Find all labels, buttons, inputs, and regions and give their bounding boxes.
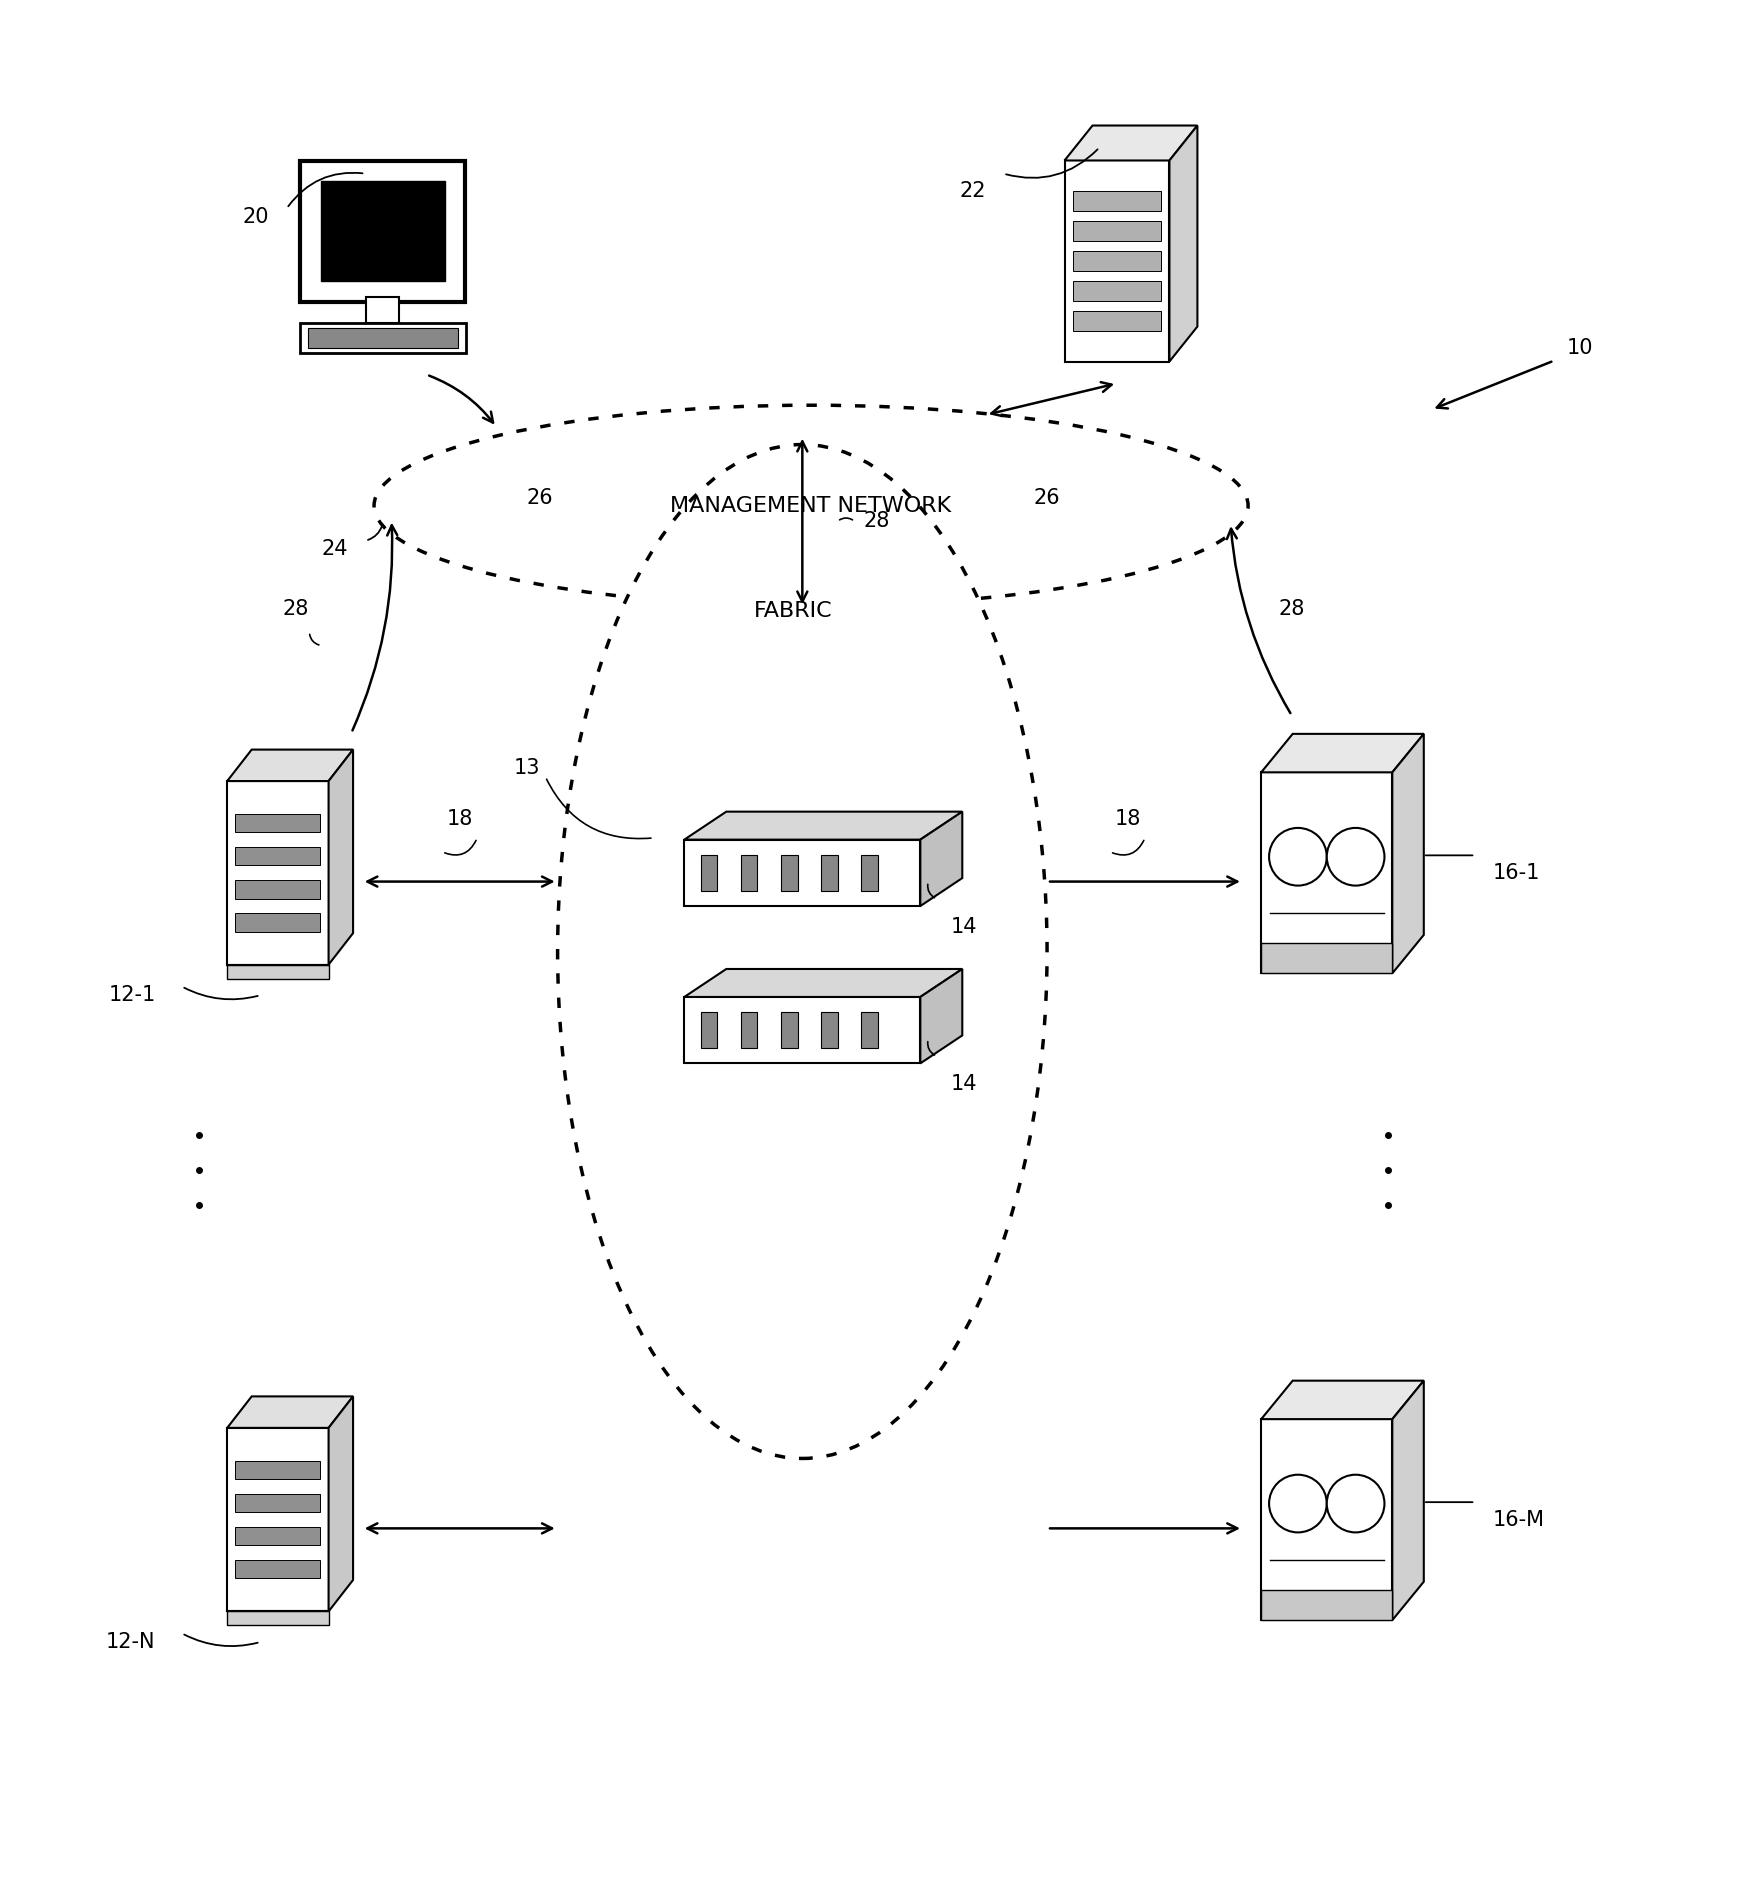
FancyBboxPatch shape (236, 1560, 321, 1578)
Polygon shape (1262, 1382, 1424, 1420)
FancyBboxPatch shape (1073, 282, 1161, 301)
FancyBboxPatch shape (236, 814, 321, 832)
FancyBboxPatch shape (742, 854, 758, 891)
FancyBboxPatch shape (236, 1494, 321, 1513)
Text: FABRIC: FABRIC (754, 601, 833, 620)
FancyBboxPatch shape (684, 839, 920, 906)
Text: 18: 18 (446, 809, 472, 830)
Text: 12-N: 12-N (106, 1633, 155, 1652)
FancyBboxPatch shape (742, 1012, 758, 1049)
Polygon shape (328, 1397, 352, 1612)
FancyBboxPatch shape (1064, 160, 1170, 362)
Circle shape (1327, 1475, 1385, 1532)
Text: 22: 22 (959, 181, 987, 202)
FancyBboxPatch shape (300, 324, 465, 352)
FancyBboxPatch shape (1262, 1591, 1392, 1619)
Circle shape (1327, 828, 1385, 885)
FancyBboxPatch shape (308, 327, 458, 348)
FancyBboxPatch shape (227, 1427, 328, 1612)
Ellipse shape (557, 445, 1047, 1458)
Ellipse shape (374, 405, 1247, 607)
FancyBboxPatch shape (1073, 312, 1161, 331)
FancyBboxPatch shape (862, 854, 877, 891)
FancyBboxPatch shape (300, 160, 465, 303)
FancyBboxPatch shape (684, 997, 920, 1064)
FancyBboxPatch shape (227, 780, 328, 965)
Circle shape (1269, 1475, 1327, 1532)
FancyBboxPatch shape (1073, 251, 1161, 270)
Text: 28: 28 (282, 599, 308, 618)
FancyBboxPatch shape (1262, 944, 1392, 972)
Text: 16-1: 16-1 (1492, 862, 1540, 883)
FancyBboxPatch shape (227, 1612, 328, 1625)
FancyBboxPatch shape (1073, 190, 1161, 211)
Text: MANAGEMENT NETWORK: MANAGEMENT NETWORK (671, 497, 951, 516)
Text: 16-M: 16-M (1492, 1509, 1545, 1530)
Polygon shape (1392, 735, 1424, 972)
FancyBboxPatch shape (1073, 221, 1161, 242)
Text: 28: 28 (863, 512, 890, 531)
Polygon shape (1170, 126, 1198, 362)
Polygon shape (920, 813, 962, 906)
FancyBboxPatch shape (1262, 773, 1392, 972)
Polygon shape (684, 813, 962, 839)
Text: 28: 28 (1279, 599, 1306, 618)
FancyBboxPatch shape (821, 1012, 837, 1049)
Text: 10: 10 (1566, 339, 1593, 358)
FancyBboxPatch shape (701, 854, 717, 891)
Text: 24: 24 (321, 539, 347, 559)
Polygon shape (1262, 735, 1424, 773)
FancyBboxPatch shape (227, 965, 328, 978)
FancyBboxPatch shape (366, 297, 400, 324)
Text: 14: 14 (951, 1073, 978, 1094)
Text: 20: 20 (243, 207, 270, 226)
FancyBboxPatch shape (236, 847, 321, 866)
FancyBboxPatch shape (236, 913, 321, 932)
FancyBboxPatch shape (701, 1012, 717, 1049)
FancyBboxPatch shape (781, 1012, 798, 1049)
Text: 18: 18 (1114, 809, 1140, 830)
FancyBboxPatch shape (321, 181, 444, 282)
FancyBboxPatch shape (1262, 1420, 1392, 1619)
Text: 14: 14 (951, 917, 978, 936)
Polygon shape (227, 1397, 352, 1427)
Polygon shape (1392, 1382, 1424, 1619)
FancyBboxPatch shape (236, 881, 321, 898)
Polygon shape (920, 969, 962, 1064)
Text: 13: 13 (513, 757, 541, 778)
Polygon shape (227, 750, 352, 780)
Polygon shape (684, 969, 962, 997)
FancyBboxPatch shape (862, 1012, 877, 1049)
FancyBboxPatch shape (236, 1462, 321, 1479)
Polygon shape (1064, 126, 1198, 160)
FancyBboxPatch shape (781, 854, 798, 891)
FancyBboxPatch shape (821, 854, 837, 891)
Circle shape (1269, 828, 1327, 885)
Text: 26: 26 (527, 489, 553, 508)
Text: 12-1: 12-1 (107, 986, 155, 1005)
FancyBboxPatch shape (236, 1526, 321, 1545)
Text: 26: 26 (1034, 489, 1061, 508)
Polygon shape (328, 750, 352, 965)
